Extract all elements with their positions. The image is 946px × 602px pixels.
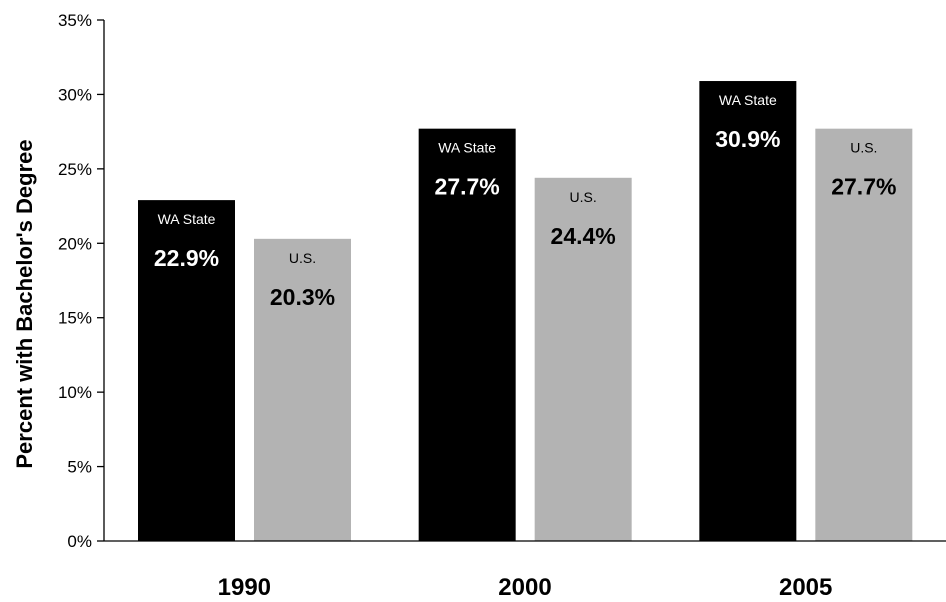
y-tick-label: 30% xyxy=(58,85,92,104)
y-tick-label: 25% xyxy=(58,160,92,179)
x-tick-label: 2005 xyxy=(779,574,832,601)
y-axis-label-group: Percent with Bachelor's Degree xyxy=(12,139,37,468)
bar-us-2000 xyxy=(534,177,632,541)
bar-wa-state-2005 xyxy=(699,81,797,541)
x-axis-ticks: 1990 2000 2005 xyxy=(218,574,833,601)
bar-series-label: WA State xyxy=(158,211,216,227)
bar-series-label: U.S. xyxy=(289,250,316,266)
x-tick-label: 1990 xyxy=(218,574,271,601)
bar-us-2005 xyxy=(815,128,913,541)
y-tick-label: 15% xyxy=(58,309,92,328)
y-axis-label: Percent with Bachelor's Degree xyxy=(12,139,37,468)
bar-value-label: 27.7% xyxy=(435,174,500,200)
bar-wa-state-2000 xyxy=(418,128,516,541)
bar-value-label: 30.9% xyxy=(715,126,780,152)
bar-series-label: WA State xyxy=(719,92,777,108)
y-axis-ticks: 0% 5% 10% 15% 20% 25% 30% 35% xyxy=(58,11,104,551)
bars: WA State 22.9% U.S. 20.3% WA State 27.7% U.S. 2… xyxy=(138,81,913,542)
bar-value-label: 22.9% xyxy=(154,245,219,271)
y-tick-label: 10% xyxy=(58,383,92,402)
bar-value-label: 20.3% xyxy=(270,284,335,310)
y-tick-label: 0% xyxy=(67,532,92,551)
bar-us-1990 xyxy=(254,238,351,541)
bar-series-label: U.S. xyxy=(570,189,597,205)
x-tick-label: 2000 xyxy=(498,574,551,601)
y-tick-label: 20% xyxy=(58,234,92,253)
bar-wa-state-1990 xyxy=(138,200,235,542)
y-tick-label: 35% xyxy=(58,11,92,30)
bar-series-label: U.S. xyxy=(850,140,877,156)
bar-value-label: 27.7% xyxy=(831,174,896,200)
bar-value-label: 24.4% xyxy=(551,223,616,249)
bar-series-label: WA State xyxy=(438,140,496,156)
y-tick-label: 5% xyxy=(67,458,92,477)
